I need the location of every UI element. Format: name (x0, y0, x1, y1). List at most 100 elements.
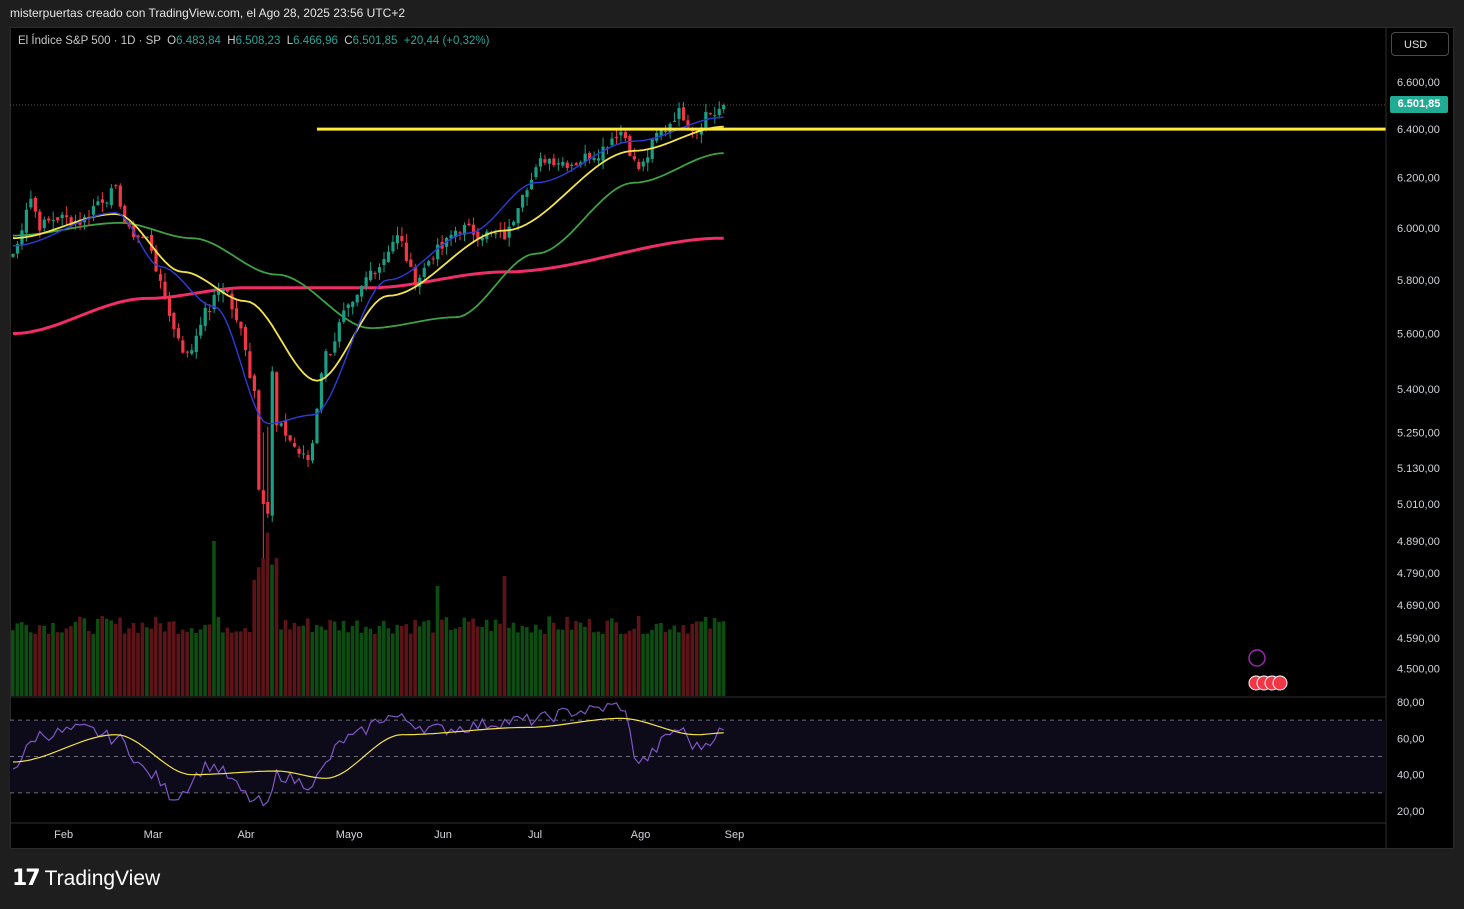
candle-body (243, 326, 248, 351)
candle-body (217, 290, 221, 295)
price-tick-label: 4.500,00 (1397, 663, 1440, 675)
candle-body (194, 335, 198, 353)
volume-bar (587, 618, 592, 696)
volume-bar (15, 623, 20, 696)
volume-bar (583, 626, 587, 696)
volume-bar (373, 633, 377, 696)
volume-bar (690, 623, 695, 696)
candle-body (583, 153, 587, 163)
volume-bar (614, 622, 619, 696)
volume-bar (444, 617, 449, 696)
candle-body (284, 420, 288, 436)
candle-body (261, 490, 265, 505)
candle-body (476, 231, 480, 240)
volume-bars (11, 532, 726, 696)
candle-body (15, 244, 20, 254)
month-label: Mar (144, 829, 163, 841)
month-label: Sep (725, 829, 745, 841)
volume-bar (171, 621, 176, 696)
candle-body (190, 350, 194, 354)
rsi-tick-label: 80,00 (1397, 697, 1425, 709)
volume-bar (466, 621, 471, 696)
tradingview-wordmark: TradingView (44, 866, 161, 890)
candle-body (279, 423, 283, 426)
candle-body (525, 190, 529, 198)
candle-body (377, 267, 382, 273)
candle-body (413, 266, 417, 286)
candle-body (596, 158, 601, 161)
candle-body (646, 157, 650, 163)
volume-bar (306, 618, 310, 696)
month-label: Mayo (336, 829, 363, 841)
volume-bar (618, 633, 623, 696)
volume-bar (33, 633, 37, 696)
volume-bar (703, 616, 708, 696)
volume-bar (28, 632, 33, 696)
volume-bar (605, 620, 610, 696)
volume-bar (323, 629, 328, 696)
candle-body (239, 321, 243, 329)
candle-body (579, 162, 583, 166)
volume-bar (162, 631, 167, 696)
volume-bar (458, 627, 462, 696)
chart-frame[interactable] (10, 27, 1454, 849)
volume-bar (46, 633, 51, 696)
volume-bar (127, 628, 131, 696)
volume-bar (64, 628, 69, 696)
symbol-name[interactable]: El Índice S&P 500 · 1D · SP (18, 35, 161, 47)
candle-body (11, 253, 15, 257)
volume-bar (685, 633, 690, 696)
candle-body (588, 152, 592, 160)
candle-body (141, 236, 145, 238)
candle-body (199, 324, 203, 336)
candle-body (659, 130, 663, 136)
candle-body (225, 290, 230, 292)
change-value: +20,44 (+0,32%) (403, 35, 490, 47)
volume-bar (270, 564, 274, 696)
volume-bar (355, 620, 359, 696)
candle-body (364, 277, 368, 287)
candle-body (404, 242, 408, 261)
rsi-line (12, 702, 724, 807)
price-tick-label: 6.200,00 (1397, 173, 1440, 185)
volume-bar (274, 558, 279, 696)
volume-bar (694, 621, 699, 696)
volume-bar (413, 619, 417, 696)
volume-bar (699, 621, 703, 696)
candle-body (400, 236, 404, 241)
volume-bar (350, 625, 355, 696)
price-tick-label: 4.690,00 (1397, 600, 1440, 612)
volume-bar (252, 579, 256, 696)
volume-bar (11, 630, 15, 696)
volume-bar (547, 616, 551, 696)
candle-body (96, 201, 100, 206)
volume-bar (489, 630, 493, 696)
volume-bar (55, 632, 60, 696)
volume-bar (560, 629, 565, 696)
candle-body (203, 307, 207, 326)
volume-bar (100, 616, 104, 696)
candle-body (351, 301, 355, 307)
candle-body (453, 230, 458, 238)
volume-bar (627, 630, 632, 696)
volume-bar (431, 632, 435, 696)
volume-bar (435, 586, 440, 696)
candle-body (610, 138, 614, 146)
candle-body (641, 161, 645, 167)
volume-bar (650, 629, 654, 696)
tradingview-logo[interactable]: 17 TradingView (12, 866, 160, 891)
candle-body (100, 199, 104, 203)
candle-body (422, 267, 426, 277)
candles (11, 101, 726, 559)
volume-bar (538, 629, 543, 696)
volume-bar (721, 621, 726, 696)
price-tick-label: 5.010,00 (1397, 499, 1440, 511)
currency-button[interactable]: USD (1391, 32, 1449, 56)
rsi-ma-line (12, 717, 724, 779)
volume-bar (180, 629, 185, 696)
volume-bar (556, 629, 560, 696)
volume-bar (565, 616, 569, 696)
volume-bar (261, 558, 265, 696)
candle-body (565, 162, 569, 168)
